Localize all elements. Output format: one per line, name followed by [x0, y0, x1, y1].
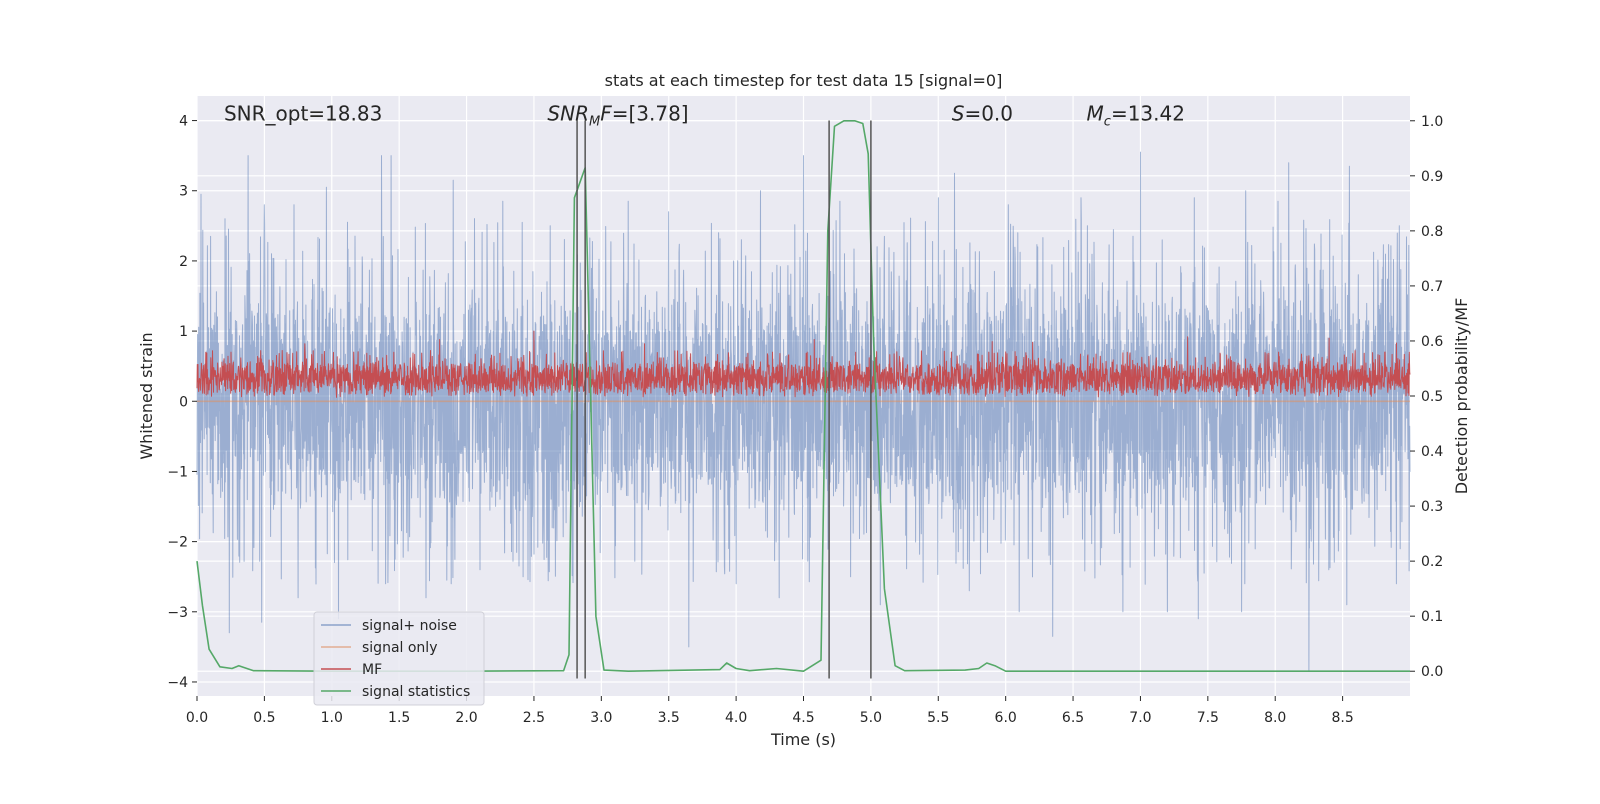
series-mf [196, 330, 1411, 398]
legend-label: signal+ noise [362, 618, 457, 634]
x-tick-label: 0.0 [186, 710, 208, 726]
x-tick-label: 2.0 [455, 710, 477, 726]
chart-title: stats at each timestep for test data 15 … [605, 71, 1003, 90]
x-tick-label: 4.0 [725, 710, 747, 726]
right-y-axis-label: Detection probability/MF [1452, 298, 1471, 495]
left-tick-label: 0 [179, 394, 188, 410]
x-tick-label: 2.5 [523, 710, 545, 726]
annotation-snr-mf: SNRMF=[3.78] [547, 102, 688, 130]
legend: signal+ noise signal only MF signal statist… [313, 611, 485, 706]
x-tick-label: 7.5 [1197, 710, 1219, 726]
annotation-s-value: S=0.0 [952, 102, 1013, 126]
right-tick-label: 0.5 [1421, 389, 1443, 405]
x-tick-label: 8.0 [1264, 710, 1286, 726]
x-tick-label: 8.5 [1331, 710, 1353, 726]
right-tick-label: 0.0 [1421, 664, 1443, 680]
legend-label: MF [362, 662, 382, 678]
x-axis-ticks: 0.0 0.5 1.0 1.5 2.0 2.5 3.0 3.5 4.0 4.5 5.0 5.5 6.0 6… [186, 696, 1354, 726]
series-signal-noise [196, 151, 1411, 672]
series-signal-statistics [196, 120, 1410, 672]
left-tick-label: 3 [179, 184, 188, 200]
annotation-snr-opt: SNR_opt=18.83 [224, 102, 382, 126]
right-tick-label: 0.6 [1421, 334, 1443, 350]
left-tick-label: 2 [179, 254, 188, 270]
left-tick-label: −3 [167, 605, 188, 621]
left-tick-label: 1 [179, 324, 188, 340]
annotations: SNR_opt=18.83 SNRMF=[3.78] S=0.0 Mc=13.42 [224, 102, 1185, 130]
right-tick-label: 0.9 [1421, 169, 1443, 185]
x-tick-label: 1.0 [321, 710, 343, 726]
series-layer [196, 120, 1411, 672]
legend-label: signal only [362, 640, 437, 656]
x-tick-label: 7.0 [1129, 710, 1151, 726]
left-tick-label: −2 [167, 535, 188, 551]
x-tick-label: 3.5 [658, 710, 680, 726]
left-y-axis-label: Whitened strain [137, 332, 156, 459]
x-tick-label: 5.5 [927, 710, 949, 726]
x-tick-label: 6.5 [1062, 710, 1084, 726]
right-tick-label: 0.3 [1421, 499, 1443, 515]
x-axis-label: Time (s) [770, 730, 836, 749]
vertical-markers [576, 120, 872, 679]
right-tick-label: 1.0 [1421, 114, 1443, 130]
legend-label: signal statistics [362, 684, 470, 700]
x-tick-label: 3.0 [590, 710, 612, 726]
x-tick-label: 5.0 [860, 710, 882, 726]
x-tick-label: 6.0 [995, 710, 1017, 726]
annotation-mc-value: Mc=13.42 [1087, 102, 1185, 130]
right-tick-label: 0.4 [1421, 444, 1443, 460]
right-axis-ticks: 0.0 0.1 0.2 0.3 0.4 0.5 0.6 0.7 0.8 0.9 1.0 [1410, 114, 1443, 680]
right-tick-label: 0.8 [1421, 224, 1443, 240]
right-tick-label: 0.2 [1421, 554, 1443, 570]
legend-box [313, 611, 485, 706]
left-tick-label: −1 [167, 464, 188, 480]
left-tick-label: −4 [167, 675, 188, 691]
x-tick-label: 4.5 [792, 710, 814, 726]
left-axis-ticks: −4 −3 −2 −1 0 1 2 3 4 [167, 114, 197, 691]
right-tick-label: 0.1 [1421, 609, 1443, 625]
right-tick-label: 0.7 [1421, 279, 1443, 295]
left-tick-label: 4 [179, 114, 188, 130]
x-tick-label: 0.5 [253, 710, 275, 726]
x-tick-label: 1.5 [388, 710, 410, 726]
